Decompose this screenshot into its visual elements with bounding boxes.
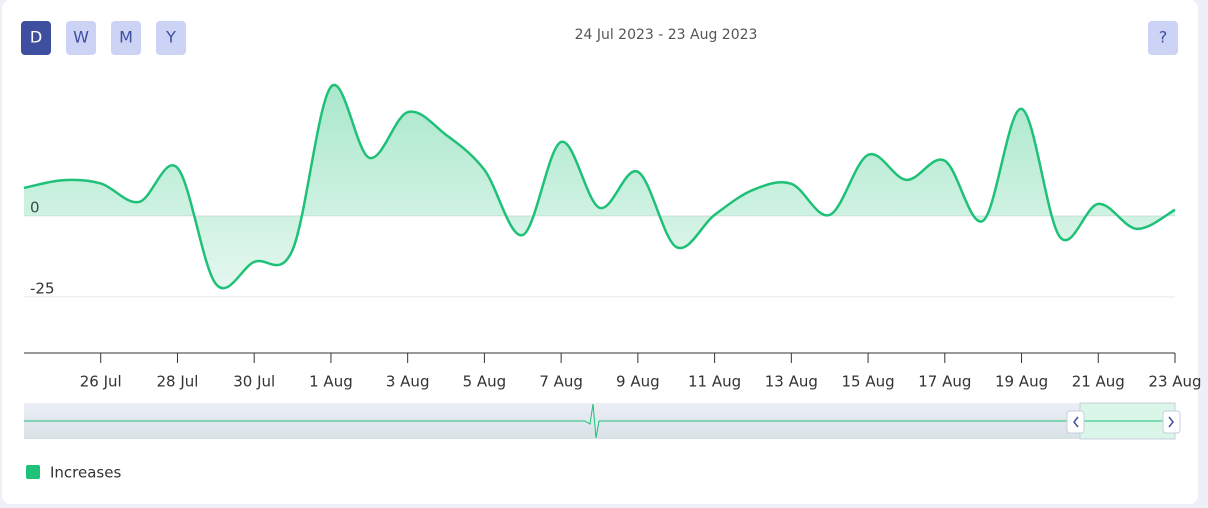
range-button[interactable] [66, 21, 96, 55]
x-tick-label: 5 Aug [463, 373, 507, 391]
x-tick-label: 1 Aug [309, 373, 353, 391]
x-tick-label: 11 Aug [688, 373, 741, 391]
nav-handle-left[interactable] [1066, 410, 1085, 434]
help-button-bg[interactable] [1148, 21, 1178, 55]
nav-handle-left-icon [1073, 416, 1079, 428]
legend-swatch[interactable] [26, 465, 40, 479]
x-tick-label: 9 Aug [616, 373, 660, 391]
x-tick-label: 3 Aug [386, 373, 430, 391]
x-tick-label: 13 Aug [765, 373, 818, 391]
x-tick-label: 17 Aug [918, 373, 971, 391]
x-tick-label: 30 Jul [233, 373, 275, 391]
range-button-label[interactable]: W [73, 28, 89, 47]
x-tick-label: 21 Aug [1072, 373, 1125, 391]
legend[interactable]: Increases [26, 464, 121, 482]
nav-handle-right[interactable] [1162, 410, 1181, 434]
nav-handle-right-icon [1168, 416, 1174, 428]
x-tick-label: 28 Jul [156, 373, 198, 391]
range-button[interactable] [156, 21, 186, 55]
x-tick-label: 15 Aug [841, 373, 894, 391]
x-tick-label: 23 Aug [1148, 373, 1201, 391]
help-label[interactable]: ? [1159, 28, 1168, 47]
range-button-label[interactable]: M [119, 28, 133, 47]
x-tick-label: 19 Aug [995, 373, 1048, 391]
help-button[interactable]: ? [1148, 21, 1178, 55]
legend-label[interactable]: Increases [50, 464, 121, 482]
date-range: 24 Jul 2023 - 23 Aug 2023 [575, 27, 758, 43]
range-button[interactable] [111, 21, 141, 55]
line [23, 83, 1176, 290]
x-tick-label: 26 Jul [80, 373, 122, 391]
x-tick-label: 7 Aug [539, 373, 583, 391]
range-button[interactable] [21, 21, 51, 55]
range-button-label[interactable]: D [30, 28, 42, 47]
area [24, 84, 1175, 289]
y-tick-label: -25 [30, 279, 55, 297]
range-button-label[interactable]: Y [165, 28, 176, 47]
navigator-line [24, 403, 1080, 439]
